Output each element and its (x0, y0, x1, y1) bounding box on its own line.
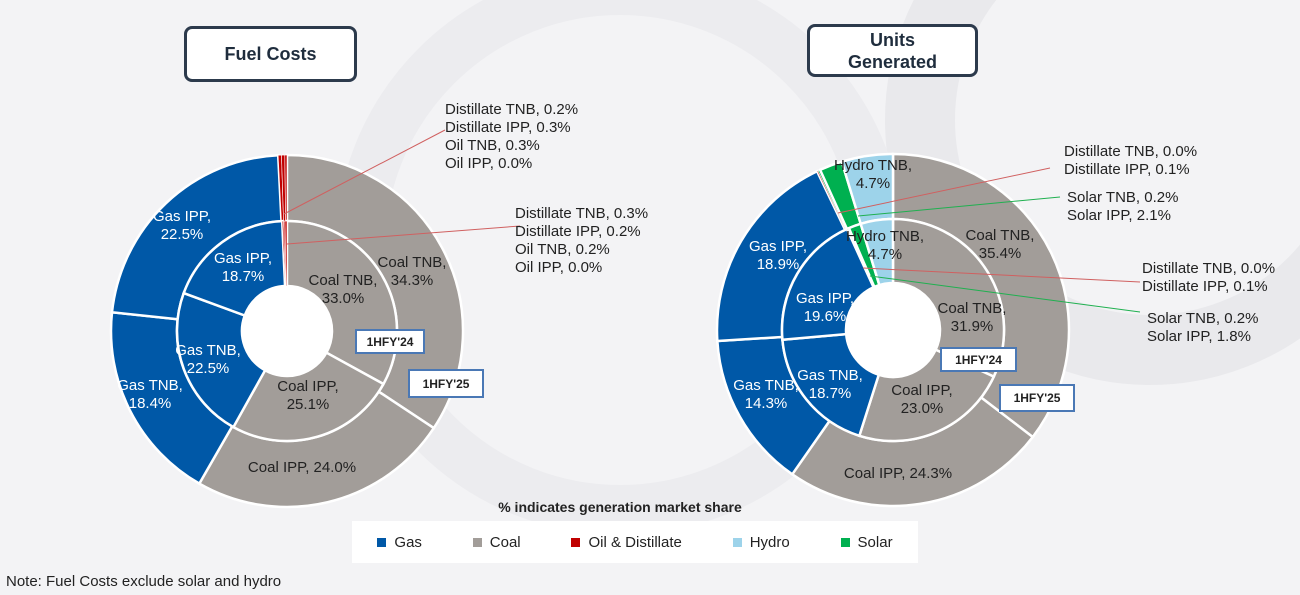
legend-item-hydro: Hydro (732, 533, 790, 551)
slice-label: Gas IPP, 19.6% (795, 290, 855, 325)
callout-label: Distillate TNB, 0.2% Distillate IPP, 0.3%… (445, 101, 579, 172)
callout-label: Solar TNB, 0.2% Solar IPP, 2.1% (1067, 189, 1179, 224)
legend-swatch (571, 537, 581, 547)
callout-label: Solar TNB, 0.2% Solar IPP, 1.8% (1147, 310, 1259, 345)
callout-label: Distillate TNB, 0.0% Distillate IPP, 0.1% (1064, 143, 1198, 178)
slice-label: Gas TNB, 18.4% (117, 377, 183, 412)
slice-label: Hydro TNB, 4.7% (845, 228, 925, 263)
slice-label: Gas IPP, 18.9% (748, 238, 808, 273)
ring-label-outer-right: 1HFY'25 (999, 384, 1075, 412)
slice-label: Coal TNB, 33.0% (308, 272, 378, 307)
slice-label: Coal IPP, 24.3% (843, 465, 953, 482)
legend-label: Solar (857, 533, 893, 551)
legend-label: Coal (489, 533, 521, 551)
callout-leader-line (837, 167, 1051, 214)
legend-item-gas: Gas (377, 534, 422, 551)
fuel-costs-title: Fuel Costs (184, 26, 357, 82)
donut-hole (846, 283, 940, 377)
slice-label: Gas TNB, 14.3% (733, 377, 799, 412)
ring-label-outer-left: 1HFY'25 (408, 369, 484, 398)
slice-label: Coal TNB, 35.4% (965, 227, 1035, 262)
legend-item-oil: Oil & Distillate (571, 533, 682, 551)
slice-label: Gas TNB, 22.5% (175, 342, 241, 377)
callout-leader-line (869, 275, 1141, 313)
slice-label: Hydro TNB, 4.7% (833, 157, 913, 192)
slice-label: Coal IPP, 25.1% (277, 378, 339, 413)
callout-label: Distillate TNB, 0.3% Distillate IPP, 0.2%… (515, 205, 649, 276)
legend-item-solar: Solar (840, 533, 893, 551)
legend-swatch (732, 537, 742, 547)
slice-label: Gas IPP, 22.5% (152, 208, 212, 243)
units-generated-title: Units Generated (807, 24, 978, 77)
donut-hole (242, 286, 332, 376)
slice-label: Gas TNB, 18.7% (797, 367, 863, 402)
legend-swatch (472, 537, 482, 547)
callout-label: Distillate TNB, 0.0% Distillate IPP, 0.1% (1142, 260, 1276, 295)
legend-swatch (377, 537, 387, 547)
callout-leader-line (862, 267, 1141, 283)
callout-leader-line (286, 225, 521, 245)
slice-label: Coal TNB, 31.9% (937, 300, 1007, 335)
slice-label: Coal IPP, 23.0% (891, 382, 953, 417)
chart-subtitle: % indicates generation market share (498, 499, 742, 515)
footnote: Note: Fuel Costs exclude solar and hydro (6, 573, 282, 590)
slice-label: Coal TNB, 34.3% (377, 254, 447, 289)
legend-label: Oil & Distillate (588, 533, 682, 551)
legend: Gas Coal Oil & Distillate Hydro Solar (352, 521, 918, 563)
callout-leader-line (283, 129, 446, 215)
ring-label-inner-right: 1HFY'24 (940, 347, 1017, 372)
slice-gas-tnb (175, 291, 267, 429)
slice-label: Coal IPP, 24.0% (247, 459, 357, 476)
legend-item-coal: Coal (472, 533, 521, 551)
legend-label: Hydro (749, 533, 790, 551)
callout-leader-line (857, 196, 1061, 217)
legend-swatch (840, 537, 850, 547)
legend-label: Gas (394, 533, 422, 551)
ring-label-inner-left: 1HFY'24 (355, 329, 425, 354)
slice-label: Gas IPP, 18.7% (213, 250, 273, 285)
